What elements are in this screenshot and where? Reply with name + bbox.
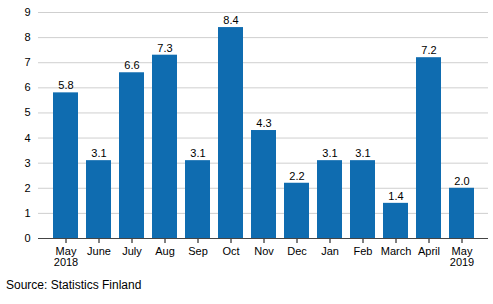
- svg-text:5: 5: [24, 106, 30, 118]
- svg-text:2.0: 2.0: [454, 175, 469, 187]
- svg-text:3.1: 3.1: [190, 147, 205, 159]
- svg-text:8.4: 8.4: [223, 14, 238, 26]
- svg-text:3.1: 3.1: [322, 147, 337, 159]
- svg-text:June: June: [87, 245, 111, 257]
- svg-text:1: 1: [24, 207, 30, 219]
- html-text:Source: Statistics Finland: Source: Statistics Finland: [6, 278, 142, 292]
- svg-text:May2018: May2018: [54, 245, 78, 268]
- svg-text:7.2: 7.2: [421, 44, 436, 56]
- svg-text:Oct: Oct: [222, 245, 239, 257]
- svg-text:July: July: [122, 245, 142, 257]
- svg-text:Feb: Feb: [354, 245, 373, 257]
- svg-text:1.4: 1.4: [388, 190, 403, 202]
- svg-text:Nov: Nov: [254, 245, 274, 257]
- svg-text:2.2: 2.2: [289, 170, 304, 182]
- svg-text:Sep: Sep: [188, 245, 208, 257]
- svg-text:Dec: Dec: [287, 245, 307, 257]
- svg-text:Jan: Jan: [321, 245, 339, 257]
- svg-text:6: 6: [24, 81, 30, 93]
- svg-text:Aug: Aug: [155, 245, 175, 257]
- svg-text:5.8: 5.8: [58, 79, 73, 91]
- svg-text:April: April: [418, 245, 440, 257]
- svg-text:3.1: 3.1: [91, 147, 106, 159]
- svg-text:3: 3: [24, 157, 30, 169]
- svg-text:7: 7: [24, 56, 30, 68]
- svg-text:7.3: 7.3: [157, 42, 172, 54]
- svg-text:8: 8: [24, 31, 30, 43]
- svg-text:March: March: [381, 245, 412, 257]
- svg-text:4: 4: [24, 132, 30, 144]
- svg-text:0: 0: [24, 232, 30, 244]
- svg-text:4.3: 4.3: [256, 117, 271, 129]
- svg-text:9: 9: [24, 6, 30, 18]
- svg-text:6.6: 6.6: [124, 59, 139, 71]
- svg-text:May2019: May2019: [450, 245, 474, 268]
- svg-text:2: 2: [24, 182, 30, 194]
- svg-text:3.1: 3.1: [355, 147, 370, 159]
